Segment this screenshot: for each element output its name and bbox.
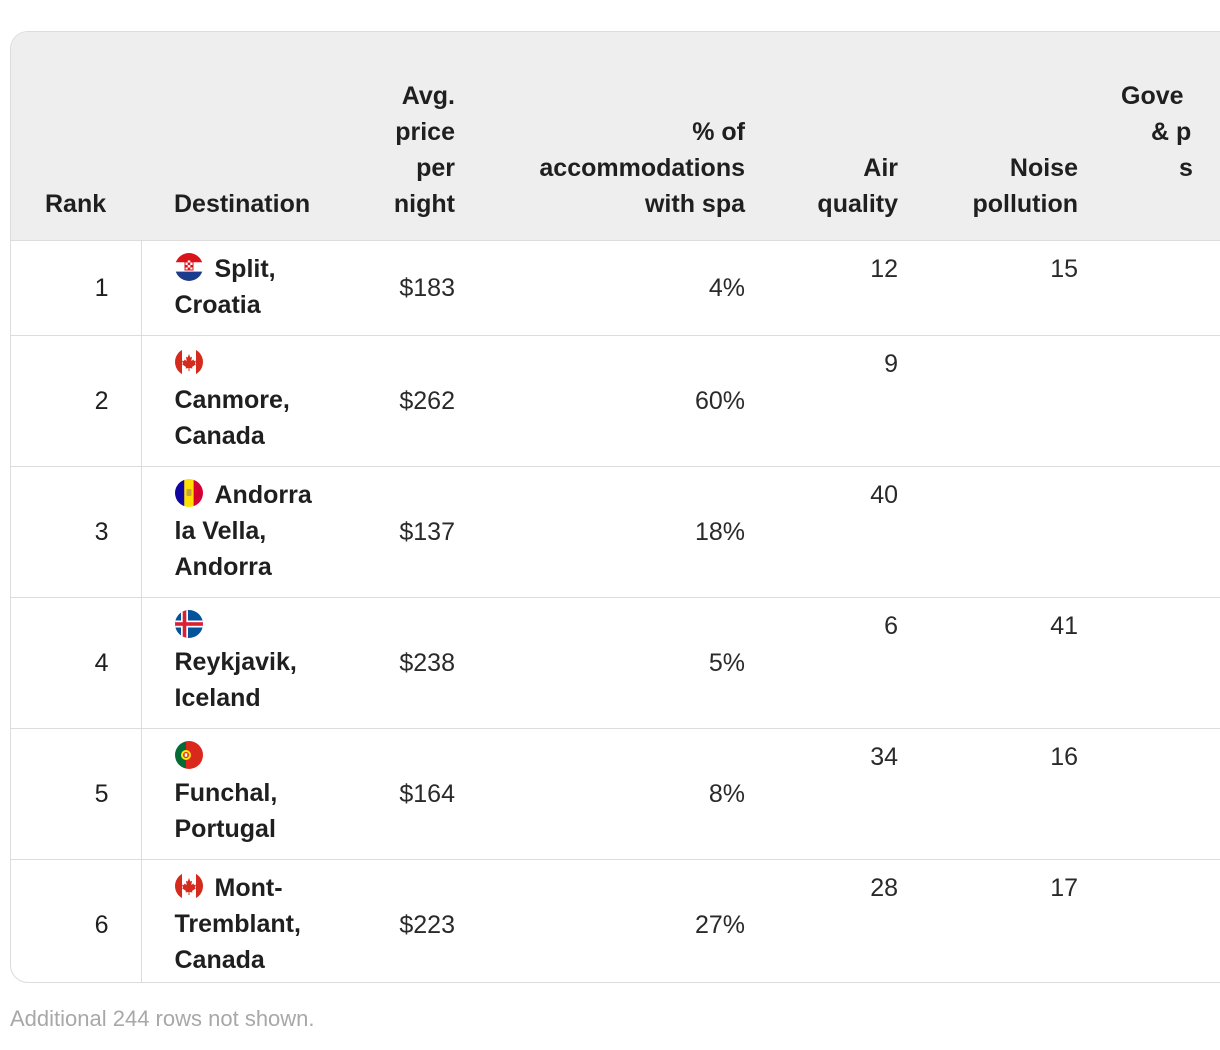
destination-city: Mont- bbox=[214, 873, 283, 902]
price-cell: $164 bbox=[321, 727, 455, 859]
destination-cell: Split, Croatia bbox=[141, 239, 321, 335]
noise-pollution-cell: 41 bbox=[898, 596, 1078, 728]
destination-city: Funchal, bbox=[174, 778, 278, 807]
destination-cell: Mont- Tremblant, Canada bbox=[141, 858, 321, 982]
destination-cell: Andorra la Vella, Andorra bbox=[141, 465, 321, 597]
column-header-destination[interactable]: Destination bbox=[174, 189, 311, 218]
rank-cell: 1 bbox=[11, 239, 142, 335]
destination-country: Canada bbox=[174, 945, 265, 974]
canada-flag-icon bbox=[174, 871, 203, 900]
spa-cell: 18% bbox=[455, 465, 745, 597]
air-quality-cell: 28 bbox=[745, 858, 898, 982]
governance-cell bbox=[1078, 239, 1220, 335]
rank-cell: 6 bbox=[11, 858, 142, 982]
destination-city-line2: la Vella, bbox=[174, 516, 267, 545]
column-header-spa[interactable]: % of accommodations with spa bbox=[539, 117, 745, 218]
destination-cell: Reykjavik, Iceland bbox=[141, 596, 321, 728]
governance-cell bbox=[1078, 858, 1220, 982]
price-cell: $238 bbox=[321, 596, 455, 728]
table-row: 4 Reykjavik, Iceland $238 5% 6 41 bbox=[11, 596, 1220, 728]
price-cell: $137 bbox=[321, 465, 455, 597]
iceland-flag-icon bbox=[174, 609, 203, 638]
air-quality-cell: 9 bbox=[745, 334, 898, 466]
destination-country: Portugal bbox=[174, 814, 276, 843]
spa-cell: 60% bbox=[455, 334, 745, 466]
noise-pollution-cell bbox=[898, 334, 1078, 466]
rank-cell: 3 bbox=[11, 465, 142, 597]
table-row: 2 Canmore, Canada $262 60% 9 bbox=[11, 334, 1220, 466]
governance-cell bbox=[1078, 727, 1220, 859]
rank-cell: 2 bbox=[11, 334, 142, 466]
rank-cell: 5 bbox=[11, 727, 142, 859]
rank-cell: 4 bbox=[11, 596, 142, 728]
governance-cell bbox=[1078, 596, 1220, 728]
governance-cell bbox=[1078, 465, 1220, 597]
noise-pollution-cell: 17 bbox=[898, 858, 1078, 982]
air-quality-cell: 6 bbox=[745, 596, 898, 728]
destination-country: Croatia bbox=[174, 290, 261, 319]
destination-city: Reykjavik, bbox=[174, 647, 297, 676]
noise-pollution-cell bbox=[898, 465, 1078, 597]
spa-cell: 27% bbox=[455, 858, 745, 982]
destination-city-line2: Tremblant, bbox=[174, 909, 301, 938]
column-header-rank[interactable]: Rank bbox=[45, 189, 107, 218]
destination-country: Andorra bbox=[174, 552, 272, 581]
canada-flag-icon bbox=[174, 347, 203, 376]
air-quality-cell: 34 bbox=[745, 727, 898, 859]
spa-cell: 5% bbox=[455, 596, 745, 728]
data-table-card: Rank Destination Avg. price per night % … bbox=[10, 31, 1220, 983]
destination-country: Canada bbox=[174, 421, 265, 450]
table-row: 5 Funchal, Portugal $164 8% 34 16 bbox=[11, 727, 1220, 859]
price-cell: $183 bbox=[321, 239, 455, 335]
table-row: 6 Mont- Tremblant, Canada $223 27% 28 17 bbox=[11, 858, 1220, 982]
column-header-noise-pollution[interactable]: Noise pollution bbox=[972, 153, 1078, 218]
spa-cell: 4% bbox=[455, 239, 745, 335]
spa-cell: 8% bbox=[455, 727, 745, 859]
table-header-row: Rank Destination Avg. price per night % … bbox=[11, 32, 1220, 240]
noise-pollution-cell: 16 bbox=[898, 727, 1078, 859]
price-cell: $262 bbox=[321, 334, 455, 466]
destinations-table: Rank Destination Avg. price per night % … bbox=[11, 32, 1220, 982]
table-row: 1 Split, Croatia $183 4% 12 15 bbox=[11, 239, 1220, 335]
andorra-flag-icon bbox=[174, 478, 203, 507]
column-header-air-quality[interactable]: Air quality bbox=[817, 153, 898, 218]
destination-city: Andorra bbox=[214, 480, 312, 509]
destination-city: Split, bbox=[214, 254, 276, 283]
governance-cell bbox=[1078, 334, 1220, 466]
destination-cell: Canmore, Canada bbox=[141, 334, 321, 466]
noise-pollution-cell: 15 bbox=[898, 239, 1078, 335]
croatia-flag-icon bbox=[174, 252, 203, 281]
portugal-flag-icon bbox=[174, 740, 203, 769]
destination-country: Iceland bbox=[174, 683, 261, 712]
destination-city: Canmore, bbox=[174, 385, 290, 414]
price-cell: $223 bbox=[321, 858, 455, 982]
rows-not-shown-note: Additional 244 rows not shown. bbox=[10, 1006, 315, 1031]
column-header-price[interactable]: Avg. price per night bbox=[393, 81, 455, 218]
air-quality-cell: 40 bbox=[745, 465, 898, 597]
table-row: 3 Andorra la Vella, Andorra $137 18% 40 bbox=[11, 465, 1220, 597]
air-quality-cell: 12 bbox=[745, 239, 898, 335]
destination-cell: Funchal, Portugal bbox=[141, 727, 321, 859]
column-header-governance[interactable]: Gove & p s bbox=[1121, 81, 1193, 182]
